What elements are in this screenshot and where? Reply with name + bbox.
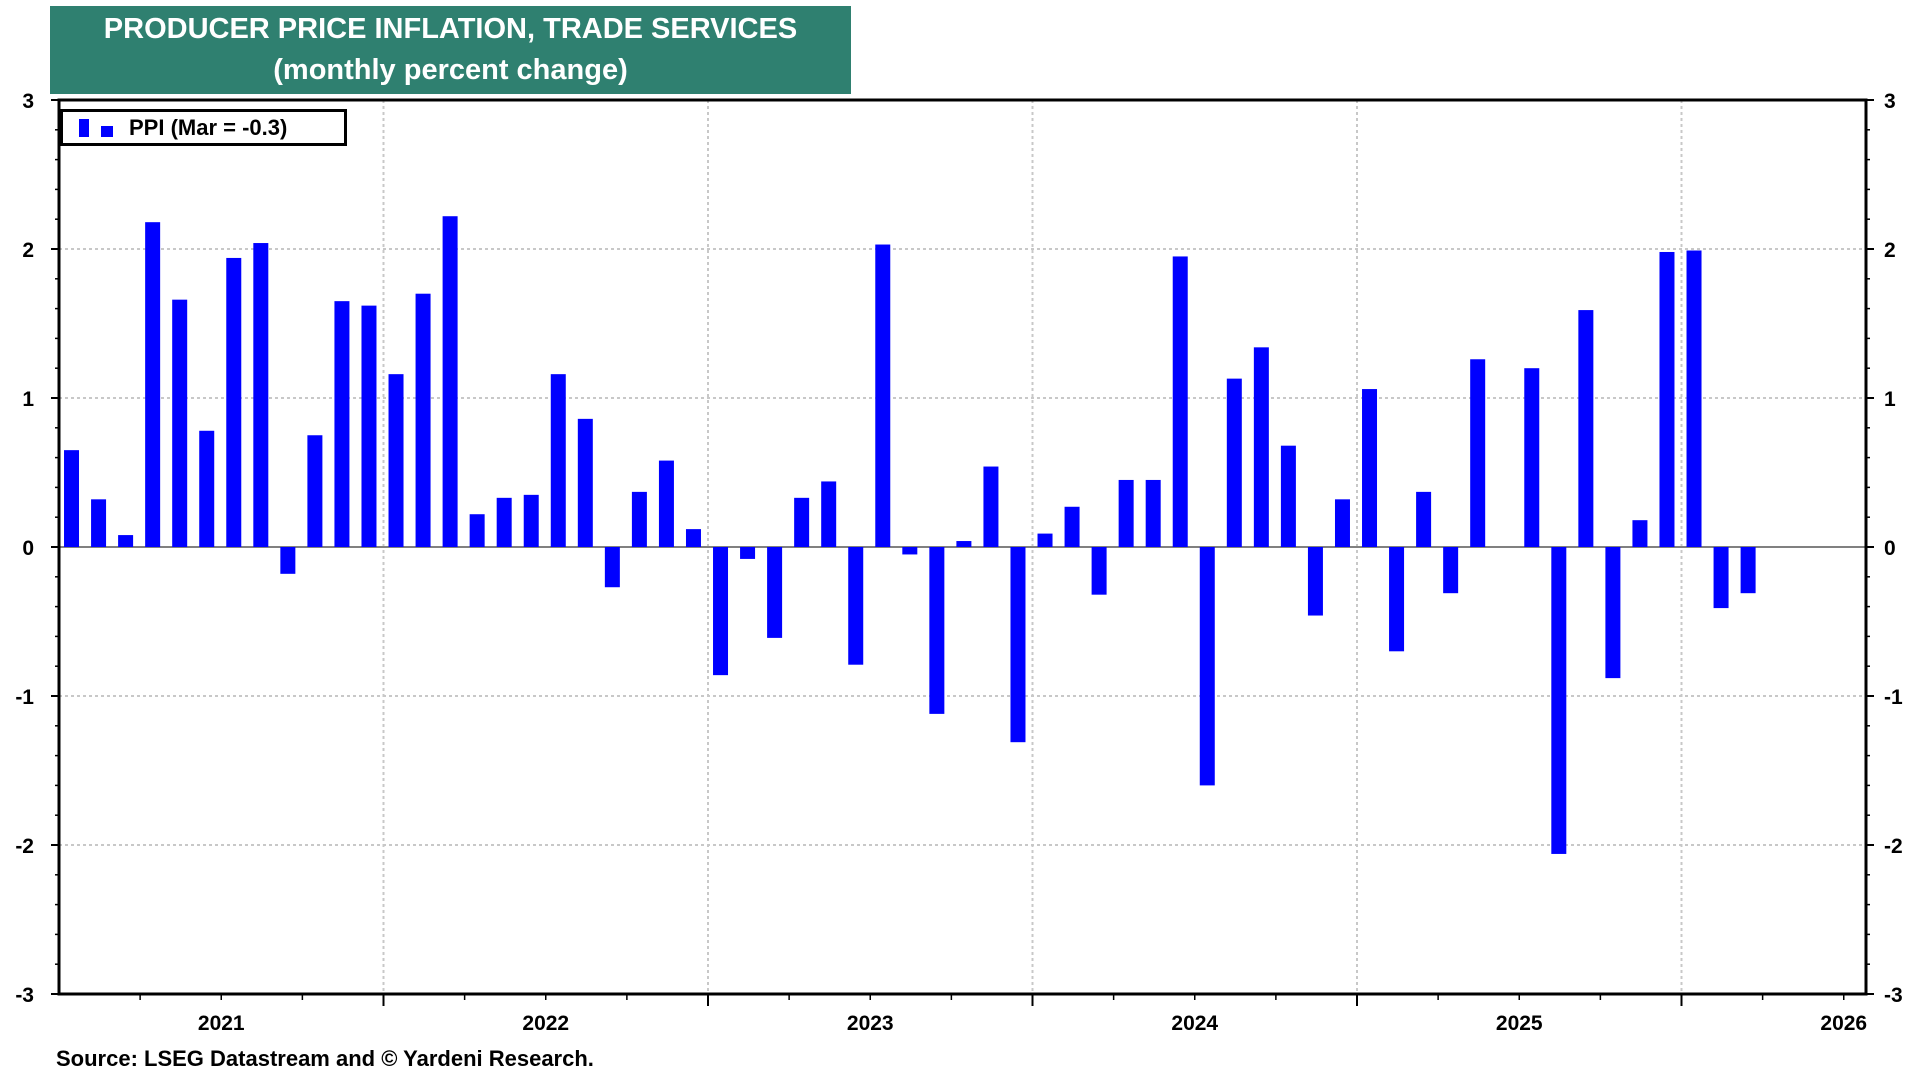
- bar: [442, 216, 458, 547]
- bar: [199, 430, 215, 547]
- bar: [1280, 445, 1296, 547]
- bar: [740, 547, 756, 559]
- y-tick-label-right: 0: [1884, 537, 1896, 560]
- bar: [1443, 547, 1459, 594]
- x-tick-label: 2026: [1820, 1012, 1867, 1035]
- bar: [1334, 499, 1350, 547]
- x-tick-label: 2024: [1171, 1012, 1218, 1035]
- bar: [1091, 547, 1107, 595]
- x-tick-label: 2023: [847, 1012, 894, 1035]
- y-tick-label-left: -2: [15, 835, 34, 858]
- bar: [983, 466, 999, 547]
- axes: -3 -3 -2 -2 -1 -1 0 0 1 1 2 2 3 3 2021 2022 2023 2024 2025…: [15, 90, 1903, 1035]
- bar: [1713, 547, 1729, 609]
- bar: [415, 293, 431, 547]
- bars: [64, 216, 1756, 854]
- x-tick-label: 2022: [522, 1012, 569, 1035]
- bar: [469, 514, 485, 547]
- bar: [848, 547, 864, 665]
- bar: [523, 494, 539, 547]
- bar: [334, 301, 350, 547]
- bar: [280, 547, 296, 574]
- bar: [496, 497, 512, 547]
- bar: [118, 535, 134, 547]
- bar: [713, 547, 729, 676]
- bar: [929, 547, 945, 714]
- y-tick-label-right: -2: [1884, 835, 1903, 858]
- chart-title: PRODUCER PRICE INFLATION, TRADE SERVICES: [103, 13, 798, 45]
- bar: [577, 418, 593, 547]
- bar: [1118, 479, 1134, 547]
- legend-swatch-icon: [79, 118, 89, 137]
- bar: [1253, 347, 1269, 547]
- y-tick-label-left: 2: [22, 239, 34, 262]
- bar: [550, 374, 566, 547]
- x-tick-label: 2025: [1496, 1012, 1543, 1035]
- source-note: Source: LSEG Datastream and © Yardeni Re…: [56, 1046, 594, 1071]
- y-tick-label-right: 2: [1884, 239, 1896, 262]
- bar: [361, 305, 377, 547]
- y-tick-label-left: 1: [22, 388, 34, 411]
- bar: [1145, 479, 1161, 547]
- bar: [658, 460, 674, 547]
- y-tick-label-right: -1: [1884, 686, 1903, 709]
- bar: [767, 547, 783, 638]
- y-tick-label-left: -3: [15, 984, 34, 1007]
- bar: [1605, 547, 1621, 679]
- legend-label: PPI (Mar = -0.3): [129, 114, 288, 140]
- bar: [1199, 547, 1215, 786]
- bar: [1551, 547, 1567, 854]
- bar: [1470, 359, 1486, 547]
- bar: [1064, 506, 1080, 547]
- bar: [307, 435, 323, 547]
- grid: [59, 100, 1866, 994]
- bar: [794, 497, 810, 547]
- bar: [1389, 547, 1405, 652]
- bar: [1010, 547, 1026, 743]
- bar: [1172, 256, 1188, 547]
- y-tick-label-right: -3: [1884, 984, 1903, 1007]
- y-tick-label-left: -1: [15, 686, 34, 709]
- bar: [1632, 520, 1648, 547]
- bar: [1307, 547, 1323, 616]
- y-tick-label-right: 1: [1884, 388, 1896, 411]
- bar: [1659, 251, 1675, 548]
- bar: [91, 499, 107, 547]
- bar: [172, 299, 188, 547]
- bar: [1578, 310, 1594, 547]
- bar: [64, 450, 80, 547]
- legend-swatch-icon-small: [101, 125, 113, 137]
- bar: [1740, 547, 1756, 594]
- bar: [1362, 389, 1378, 547]
- bar: [875, 244, 891, 547]
- chart-title-box: PRODUCER PRICE INFLATION, TRADE SERVICES…: [50, 6, 851, 94]
- bar: [388, 374, 404, 547]
- bar: [226, 257, 242, 547]
- bar: [685, 529, 701, 547]
- bar: [1686, 250, 1702, 548]
- x-tick-label: 2021: [198, 1012, 245, 1035]
- legend: PPI (Mar = -0.3): [60, 109, 347, 146]
- y-tick-label-left: 3: [22, 90, 34, 113]
- bar: [1416, 491, 1432, 547]
- chart-subtitle: (monthly percent change): [273, 54, 628, 86]
- bar: [1037, 533, 1053, 547]
- bar: [145, 222, 161, 547]
- bar: [604, 547, 620, 588]
- bar: [902, 547, 918, 555]
- bar: [956, 541, 972, 547]
- bar: [1524, 368, 1540, 547]
- y-tick-label-right: 3: [1884, 90, 1896, 113]
- bar: [1226, 378, 1242, 547]
- y-tick-label-left: 0: [22, 537, 34, 560]
- bar: [631, 491, 647, 547]
- plot-frame: [57, 98, 1868, 996]
- bar: [253, 243, 269, 548]
- bar: [821, 481, 837, 547]
